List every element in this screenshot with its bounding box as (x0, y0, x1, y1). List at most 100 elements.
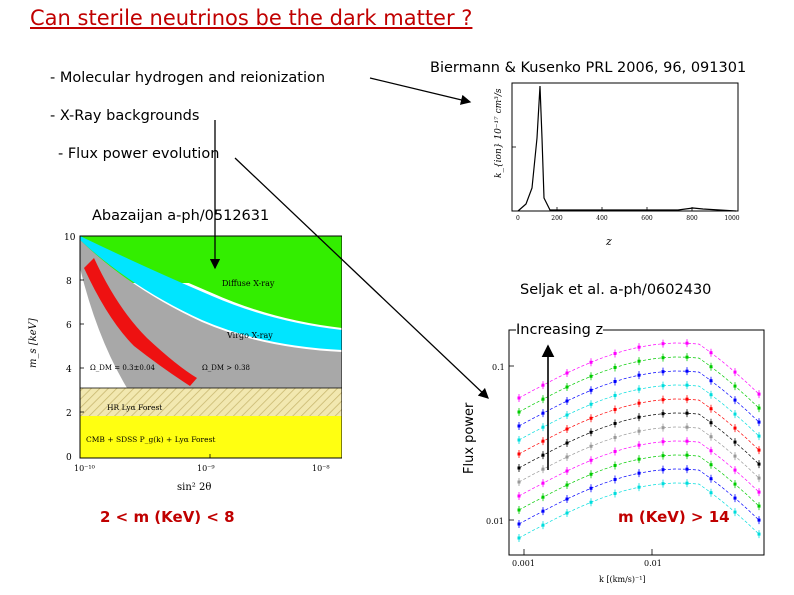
seljak-xlabel: k [(km/s)⁻¹] (599, 575, 646, 584)
seljak-point (589, 444, 593, 448)
abz-label-omega2: Ω_DM > 0.38 (202, 364, 250, 372)
seljak-point (685, 397, 689, 401)
abz-xlabel: sin² 2θ (177, 482, 211, 493)
seljak-point (685, 383, 689, 387)
region-red-band (84, 258, 197, 386)
abz-ytick-10: 10 (64, 233, 76, 243)
biermann-xtick-4: 800 (686, 215, 698, 222)
seljak-point (685, 425, 689, 429)
seljak-point (757, 392, 761, 396)
seljak-point (661, 356, 665, 360)
seljak-point (589, 374, 593, 378)
biermann-plot: 0 200 400 600 800 1000 z k_{ion} 10⁻¹⁷ c… (494, 82, 740, 248)
seljak-point (733, 468, 737, 472)
ref-seljak: Seljak et al. a-ph/0602430 (520, 282, 712, 298)
seljak-point (589, 458, 593, 462)
abz-label-omega1: Ω_DM = 0.3±0.04 (90, 364, 156, 372)
seljak-point (709, 393, 713, 397)
seljak-point (709, 435, 713, 439)
seljak-point (565, 483, 569, 487)
seljak-point (541, 495, 545, 499)
seljak-point (637, 485, 641, 489)
biermann-curve (517, 85, 737, 212)
seljak-point (709, 491, 713, 495)
seljak-point (517, 424, 521, 428)
abz-xtick-0: 10⁻¹⁰ (74, 464, 95, 473)
seljak-point (733, 510, 737, 514)
seljak-point (661, 454, 665, 458)
biermann-xtick-1: 200 (551, 215, 563, 222)
seljak-point (541, 467, 545, 471)
seljak-point (709, 365, 713, 369)
seljak-ylabel: Flux power (462, 402, 477, 474)
mass-range-left: 2 < m (KeV) < 8 (100, 508, 235, 526)
seljak-point (733, 398, 737, 402)
seljak-xtick-0.01: 0.01 (644, 559, 662, 568)
seljak-point (517, 480, 521, 484)
seljak-point (565, 441, 569, 445)
seljak-point (541, 425, 545, 429)
slide-title: Can sterile neutrinos be the dark matter… (30, 6, 473, 30)
seljak-point (517, 438, 521, 442)
biermann-ylabel: k_{ion} 10⁻¹⁷ cm³/s (494, 88, 504, 178)
seljak-point (637, 471, 641, 475)
bullet-molecular-hydrogen: - Molecular hydrogen and reionization (50, 70, 326, 86)
seljak-point (685, 453, 689, 457)
seljak-point (637, 429, 641, 433)
biermann-xtick-5: 1000 (724, 215, 739, 222)
seljak-point (613, 436, 617, 440)
seljak-point (637, 443, 641, 447)
seljak-point (661, 468, 665, 472)
seljak-point (685, 355, 689, 359)
seljak-point (565, 399, 569, 403)
seljak-point (517, 466, 521, 470)
bullet-xray: - X-Ray backgrounds (50, 108, 200, 124)
seljak-point (589, 472, 593, 476)
seljak-point (709, 449, 713, 453)
seljak-point (589, 486, 593, 490)
seljak-point (541, 523, 545, 527)
abz-label-diffuse: Diffuse X-ray (222, 279, 275, 288)
seljak-point (757, 406, 761, 410)
seljak-point (517, 396, 521, 400)
seljak-point (565, 427, 569, 431)
seljak-point (517, 494, 521, 498)
biermann-xtick-2: 400 (596, 215, 608, 222)
seljak-point (565, 385, 569, 389)
seljak-point (733, 482, 737, 486)
seljak-point (757, 490, 761, 494)
seljak-point (589, 416, 593, 420)
seljak-plot: 0.1 0.01 0.001 0.01 k [(km/s)⁻¹] (486, 329, 765, 584)
seljak-point (757, 476, 761, 480)
abz-ytick-8: 8 (66, 277, 72, 287)
seljak-point (637, 345, 641, 349)
seljak-point (685, 439, 689, 443)
abz-ylabel: m_s [keV] (28, 318, 39, 368)
seljak-ytick-0.01: 0.01 (486, 517, 504, 526)
abz-xtick-1: 10⁻⁹ (197, 464, 215, 473)
seljak-point (661, 426, 665, 430)
abz-ytick-0: 0 (66, 453, 72, 463)
seljak-point (685, 369, 689, 373)
seljak-point (613, 394, 617, 398)
seljak-point (613, 380, 617, 384)
seljak-point (637, 457, 641, 461)
ref-abazajian: Abazaijan a-ph/0512631 (92, 208, 270, 224)
seljak-point (565, 469, 569, 473)
abz-label-cmb: CMB + SDSS P_g(k) + Lyα Forest (86, 435, 215, 444)
seljak-xtick-0.001: 0.001 (512, 559, 535, 568)
seljak-point (637, 359, 641, 363)
seljak-point (733, 370, 737, 374)
seljak-point (613, 450, 617, 454)
ref-biermann: Biermann & Kusenko PRL 2006, 96, 091301 (430, 60, 747, 76)
seljak-point (637, 387, 641, 391)
seljak-point (757, 420, 761, 424)
seljak-point (541, 383, 545, 387)
seljak-point (589, 388, 593, 392)
increasing-z-label: Increasing z (516, 322, 604, 338)
seljak-point (541, 439, 545, 443)
seljak-point (733, 426, 737, 430)
seljak-point (613, 366, 617, 370)
abz-ytick-6: 6 (66, 321, 72, 331)
seljak-point (589, 430, 593, 434)
